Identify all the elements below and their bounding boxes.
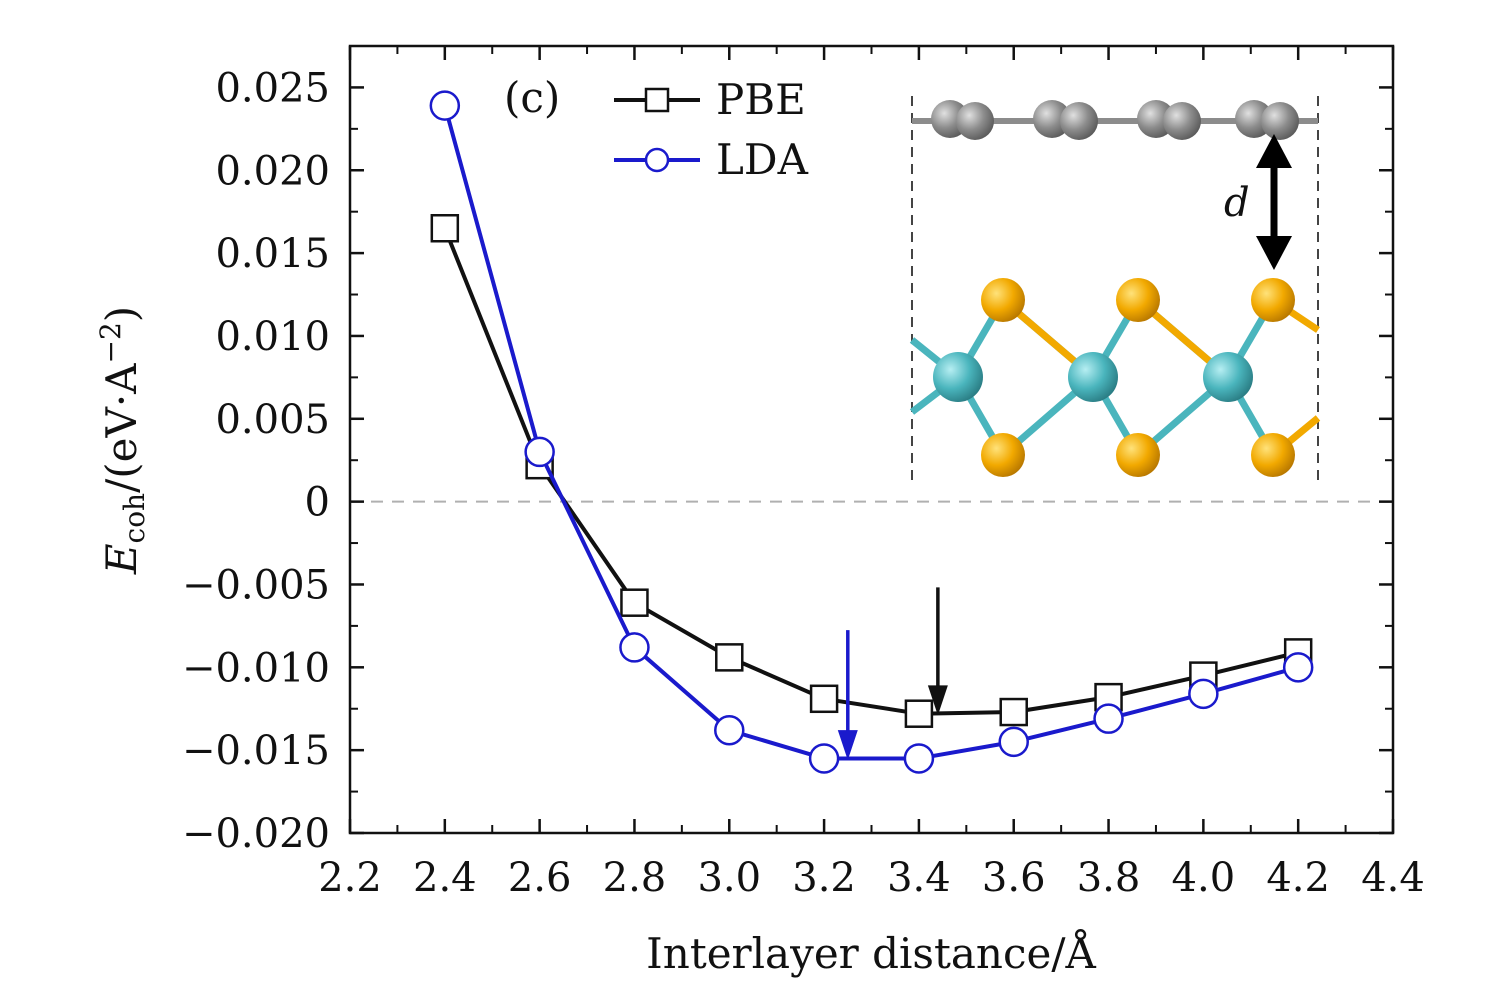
inset-distance-label: d: [1224, 180, 1250, 226]
x-tick-label: 4.4: [1361, 855, 1425, 901]
metal-atom: [1203, 352, 1253, 402]
x-tick-label: 4.2: [1266, 855, 1330, 901]
legend-marker-lda: [644, 147, 670, 173]
y-axis-ticks: −0.020 −0.015 −0.010 −0.005 0 0.005 0.010 0.015…: [182, 45, 1393, 857]
y-axis-units-close: ): [97, 306, 146, 322]
data-point-pbe: [904, 699, 934, 728]
chalcogen-atom: [1116, 433, 1160, 477]
series-lda: [429, 90, 1314, 774]
y-axis-units: /(eV·A: [97, 363, 146, 493]
minimum-arrows: [837, 587, 948, 761]
data-point-lda: [714, 715, 745, 746]
data-point-pbe: [715, 643, 744, 672]
chalcogen-atom: [981, 433, 1025, 477]
data-point-lda: [1188, 678, 1219, 710]
x-tick-label: 4.0: [1172, 855, 1236, 901]
y-tick-label: 0.020: [215, 148, 330, 194]
data-point-pbe: [809, 684, 839, 714]
data-point-lda: [524, 436, 555, 468]
chalcogen-atom: [1116, 278, 1160, 322]
series-pbe: [430, 214, 1313, 728]
y-tick-label: 0.015: [215, 231, 330, 277]
y-axis-symbol: E: [97, 543, 146, 575]
x-tick-label: 3.8: [1077, 855, 1141, 901]
series-line-lda: [442, 105, 1299, 761]
chalcogen-atom: [1251, 433, 1295, 477]
inset-top-layer-atoms: [931, 100, 1299, 140]
chalcogen-atom: [981, 278, 1025, 322]
x-tick-label: 3.2: [792, 855, 856, 901]
minimum-arrow-head-lda: [837, 730, 858, 761]
x-tick-label: 2.6: [508, 855, 572, 901]
data-point-pbe: [999, 697, 1028, 727]
data-point-pbe: [620, 588, 649, 617]
data-point-lda: [903, 743, 935, 774]
y-axis-units-exponent: −2: [94, 322, 127, 363]
data-point-pbe: [430, 214, 460, 243]
top-layer-atom: [956, 102, 994, 140]
y-tick-label: 0: [305, 480, 330, 526]
legend: PBE LDA: [614, 75, 809, 184]
legend-label-pbe: PBE: [716, 75, 806, 124]
series-layer: [429, 90, 1314, 774]
metal-atom: [1068, 352, 1118, 402]
y-tick-label: −0.015: [182, 728, 330, 774]
x-tick-label: 3.4: [887, 855, 951, 901]
top-layer-atom: [1060, 102, 1098, 140]
data-point-lda: [808, 743, 840, 774]
x-tick-label: 3.0: [697, 855, 761, 901]
legend-entry-lda: LDA: [614, 135, 809, 184]
x-tick-label: 3.6: [982, 855, 1046, 901]
plot-frame: [348, 44, 1395, 835]
y-tick-label: −0.010: [182, 645, 330, 691]
x-tick-label: 2.8: [603, 855, 667, 901]
y-tick-label: −0.020: [182, 811, 330, 857]
series-line-pbe: [442, 227, 1299, 716]
y-tick-label: −0.005: [182, 562, 330, 608]
x-axis-label: Interlayer distance/Å: [646, 928, 1096, 978]
inset-bottom-layer-atoms: [933, 278, 1295, 477]
legend-marker-pbe: [644, 87, 670, 113]
distance-arrow-head-up: [1256, 134, 1292, 168]
distance-arrow-head-down: [1256, 236, 1292, 270]
x-tick-label: 2.4: [413, 855, 477, 901]
top-layer-atom: [1163, 102, 1201, 140]
x-axis-ticks: 2.2 2.4 2.6 2.8 3.0 3.2 3.4 3.6 3.8 4.0 4.2 4.4: [318, 46, 1425, 901]
y-tick-label: 0.005: [215, 397, 330, 443]
metal-atom: [933, 352, 983, 402]
y-axis-subscript: coh: [118, 493, 151, 544]
chalcogen-atom: [1251, 278, 1295, 322]
y-axis-label: Ecoh/(eV·A−2): [94, 306, 151, 575]
data-point-lda: [1282, 652, 1314, 683]
legend-entry-pbe: PBE: [614, 75, 806, 124]
top-layer-atom: [1261, 102, 1299, 140]
top-layer-atom: [1033, 100, 1071, 138]
inset-distance-arrow: [1256, 134, 1292, 270]
data-point-lda: [1093, 703, 1124, 734]
minimum-arrow-head-pbe: [927, 685, 948, 716]
data-point-lda: [619, 632, 650, 663]
panel-label: (c): [504, 73, 560, 122]
data-point-lda: [998, 726, 1029, 758]
x-tick-label: 2.2: [318, 855, 382, 901]
y-tick-label: 0.010: [215, 314, 330, 360]
legend-label-lda: LDA: [716, 135, 809, 184]
y-tick-label: 0.025: [215, 65, 330, 111]
inset-structure: d: [909, 96, 1321, 480]
data-point-lda: [429, 90, 461, 121]
